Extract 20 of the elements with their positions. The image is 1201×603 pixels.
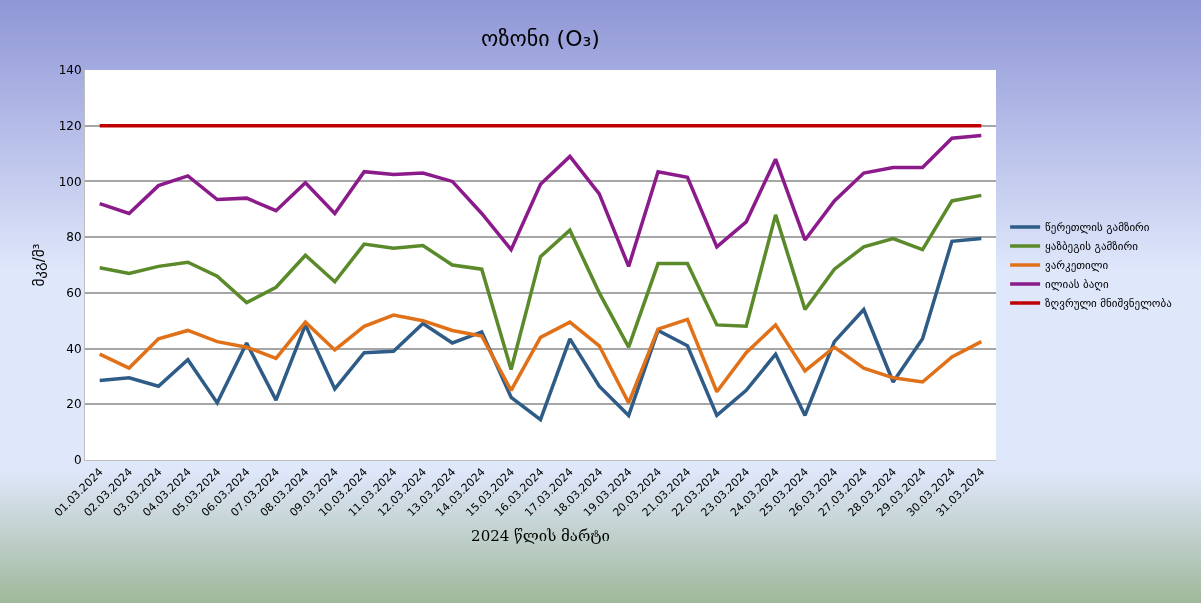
- line-series: [97, 313, 984, 405]
- y-tick-label: 120: [58, 118, 82, 133]
- legend-label: წერეთლის გამზირი: [1045, 221, 1150, 235]
- x-axis-title: 2024 წლის მარტი: [471, 527, 610, 546]
- y-tick-label: 140: [58, 63, 82, 78]
- chart-title: ოზონი (O₃): [481, 25, 600, 51]
- line-series: [97, 236, 984, 422]
- y-axis-title: მკგ/მ³: [29, 243, 48, 287]
- legend-label: ილიას ბაღი: [1045, 278, 1109, 292]
- y-tick-label: 80: [66, 230, 82, 245]
- legend-label: ვარკეთილი: [1045, 259, 1109, 273]
- legend-label: ყაზბეგის გამზირი: [1045, 240, 1139, 254]
- y-tick-label: 40: [66, 341, 82, 356]
- line-series: [97, 193, 984, 372]
- line-series: [97, 133, 984, 269]
- y-tick-label: 0: [73, 453, 82, 468]
- legend-label: ზღვრული მნიშვნელობა: [1045, 297, 1173, 311]
- y-tick-label: 60: [66, 286, 82, 301]
- y-tick-label: 100: [58, 174, 82, 189]
- y-tick-label: 20: [66, 397, 82, 412]
